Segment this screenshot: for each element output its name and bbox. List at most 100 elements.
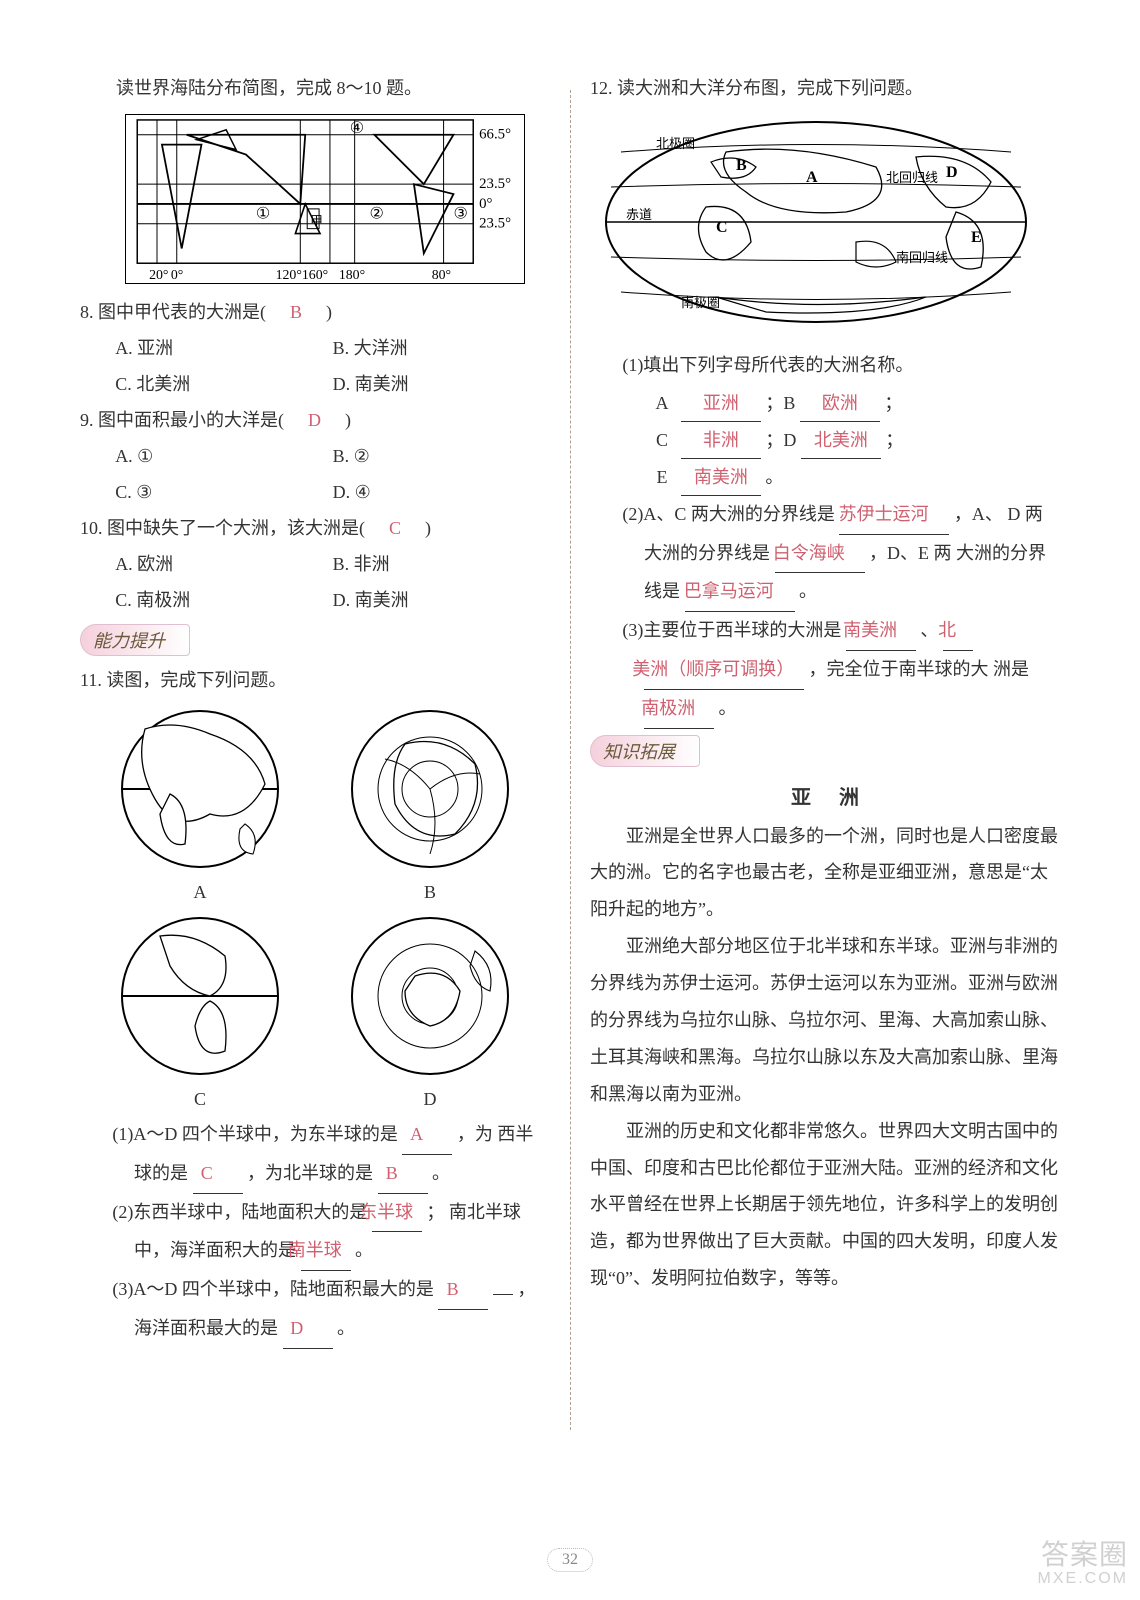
svg-text:20°: 20° bbox=[149, 267, 168, 282]
q11-3-ans2: D bbox=[283, 1310, 333, 1349]
watermark-small: MXE.COM bbox=[1038, 1570, 1128, 1588]
q9-opt-b: B. ② bbox=[333, 438, 550, 474]
q10-opt-c: C. 南极洲 bbox=[115, 582, 332, 618]
q12-r1-l1: C bbox=[648, 422, 677, 458]
svg-text:北回归线: 北回归线 bbox=[886, 170, 938, 185]
q12-r1-end: ； bbox=[885, 430, 903, 450]
q11-1-ans1: A bbox=[402, 1116, 452, 1155]
globe-b-svg bbox=[345, 704, 515, 874]
tag-knowledge: 知识拓展 bbox=[590, 735, 700, 767]
q12-3-ans2b: 美洲（顺序可调换） bbox=[644, 651, 804, 690]
svg-text:E: E bbox=[971, 229, 982, 246]
q12-r0-l1: A bbox=[648, 385, 677, 421]
q9-stem: 9. 图中面积最小的大洋是( D ) bbox=[80, 402, 550, 438]
q12-3-ans3: 南极洲 bbox=[644, 690, 714, 729]
globe-grid: A B bbox=[90, 704, 540, 1110]
q12-1-row1: C 非洲 ；D 北美洲 ； bbox=[648, 422, 1060, 459]
q12-r1-a2: 北美洲 bbox=[801, 422, 881, 459]
tag-ability: 能力提升 bbox=[80, 624, 190, 656]
q12-r0-a2: 欧洲 bbox=[800, 385, 880, 422]
q10-opt-b: B. 非洲 bbox=[333, 546, 550, 582]
svg-text:①: ① bbox=[256, 206, 270, 223]
q11-1e: 。 bbox=[432, 1163, 450, 1183]
q11-1-ans3: B bbox=[378, 1155, 428, 1194]
q9-stem-text: 9. 图中面积最小的大洋是( bbox=[80, 410, 302, 430]
q12-2-ans1: 苏伊士运河 bbox=[839, 496, 949, 535]
svg-text:北极圈: 北极圈 bbox=[656, 136, 695, 151]
q12-stem: 12. 读大洲和大洋分布图，完成下列问题。 bbox=[590, 70, 1060, 106]
q11-3: (3)A～D 四个半球中，陆地面积最大的是 B ，海洋面积最大的是 D 。 bbox=[80, 1271, 550, 1349]
q12-3: (3)主要位于西半球的大洲是 南美洲 、 北 美洲（顺序可调换） ，完全位于南半… bbox=[590, 612, 1060, 728]
page-number: 32 bbox=[547, 1548, 593, 1572]
svg-text:0°: 0° bbox=[479, 196, 492, 212]
globe-a-label-row: A bbox=[90, 882, 310, 903]
q8-stem-text: 8. 图中甲代表的大洲是( bbox=[80, 302, 284, 322]
q11-2-ans2: 南半球 bbox=[301, 1232, 351, 1271]
right-column: 12. 读大洲和大洋分布图，完成下列问题。 北极圈 北 bbox=[590, 70, 1060, 1450]
q11-3-cont bbox=[493, 1294, 513, 1295]
q10-options: A. 欧洲 B. 非洲 C. 南极洲 D. 南美洲 bbox=[80, 546, 550, 618]
svg-text:0°: 0° bbox=[171, 267, 183, 282]
q12-3-ans1: 南美洲 bbox=[846, 612, 916, 651]
svg-text:赤道: 赤道 bbox=[626, 207, 652, 222]
q12-1-rows: A 亚洲 ；B 欧洲 ； C 非洲 ；D 北美洲 ； E 南美洲 。 bbox=[590, 385, 1060, 496]
diagram-svg: ① ② ③ ④ 甲 66.5° 23.5° 0° 23.5° 20° 0° 12… bbox=[125, 114, 525, 284]
column-divider bbox=[570, 90, 571, 1430]
globe-d bbox=[320, 911, 540, 1081]
q11-stem: 11. 读图，完成下列问题。 bbox=[80, 662, 550, 698]
q12-2f: 。 bbox=[799, 581, 817, 601]
q9-stem-end: ) bbox=[327, 410, 351, 430]
globe-a-label: A bbox=[194, 880, 207, 902]
svg-text:④: ④ bbox=[350, 120, 364, 137]
q12-1-row2: E 南美洲 。 bbox=[648, 459, 1060, 496]
diagram-sea-land: ① ② ③ ④ 甲 66.5° 23.5° 0° 23.5° 20° 0° 12… bbox=[100, 114, 550, 284]
globe-c-svg bbox=[115, 911, 285, 1081]
q12-2: (2)A、C 两大洲的分界线是 苏伊士运河 ，A、 D 两大洲的分界线是 白令海… bbox=[590, 496, 1060, 612]
q8-opt-d: D. 南美洲 bbox=[333, 366, 550, 402]
q10-stem: 10. 图中缺失了一个大洲，该大洲是( C ) bbox=[80, 510, 550, 546]
q10-stem-end: ) bbox=[407, 518, 431, 538]
svg-text:D: D bbox=[946, 164, 958, 181]
world-map-box: 北极圈 北回归线 赤道 南回归线 南极圈 A B C D E bbox=[596, 112, 1060, 337]
essay-title: 亚洲 bbox=[590, 781, 1060, 810]
q10-answer: C bbox=[383, 510, 407, 546]
globe-a bbox=[90, 704, 310, 874]
q8-stem: 8. 图中甲代表的大洲是( B ) bbox=[80, 294, 550, 330]
q11-3-ans1: B bbox=[438, 1271, 488, 1310]
svg-text:甲: 甲 bbox=[310, 215, 323, 229]
globe-b-label-row: B bbox=[320, 882, 540, 903]
q12-r0-end: ； bbox=[884, 393, 902, 413]
q12-3d: 。 bbox=[719, 698, 737, 718]
svg-text:120°160°: 120°160° bbox=[276, 267, 329, 282]
globe-c-label-row: C bbox=[90, 1089, 310, 1110]
globe-c bbox=[90, 911, 310, 1081]
q11-1a: (1)A～D 四个半球中，为东半球的是 bbox=[112, 1124, 398, 1144]
q12-1-row0: A 亚洲 ；B 欧洲 ； bbox=[648, 385, 1060, 422]
q12-r0-a1: 亚洲 bbox=[681, 385, 761, 422]
q11-1: (1)A～D 四个半球中，为东半球的是 A ，为 西半球的是 C ，为北半球的是… bbox=[80, 1116, 550, 1194]
q11-2a: (2)东西半球中，陆地面积大的是 bbox=[112, 1202, 367, 1222]
q12-r1-sep: ；D bbox=[765, 430, 796, 450]
q12-r2-l1: E bbox=[648, 459, 677, 495]
q11-1-ans2: C bbox=[193, 1155, 243, 1194]
q9-opt-d: D. ④ bbox=[333, 474, 550, 510]
q12-2d: ，D、E 两 bbox=[869, 543, 952, 563]
svg-text:A: A bbox=[806, 169, 818, 186]
q12-3b: ，完全位于南半球的大 bbox=[809, 659, 989, 679]
q8-answer: B bbox=[284, 294, 308, 330]
left-column: 读世界海陆分布简图，完成 8～10 题。 bbox=[80, 70, 550, 1450]
q12-3-sep: 、 bbox=[920, 620, 938, 640]
essay-block: 亚洲 亚洲是全世界人口最多的一个洲，同时也是人口密度最大的洲。它的名字也最古老，… bbox=[590, 781, 1060, 1298]
svg-text:23.5°: 23.5° bbox=[479, 216, 511, 232]
q12-r2-end: 。 bbox=[765, 467, 783, 487]
svg-text:C: C bbox=[716, 219, 728, 236]
essay-p0: 亚洲是全世界人口最多的一个洲，同时也是人口密度最大的洲。它的名字也最古老，全称是… bbox=[590, 818, 1060, 929]
globe-d-svg bbox=[345, 911, 515, 1081]
q12-1-intro: (1)填出下列字母所代表的大洲名称。 bbox=[590, 347, 1060, 385]
svg-text:B: B bbox=[736, 157, 747, 174]
globe-d-label-row: D bbox=[320, 1089, 540, 1110]
globe-c-label: C bbox=[194, 1087, 206, 1109]
watermark-big: 答案圈 bbox=[1041, 1539, 1128, 1570]
q12-2-ans3: 巴拿马运河 bbox=[685, 573, 795, 612]
globe-d-label: D bbox=[424, 1087, 437, 1109]
